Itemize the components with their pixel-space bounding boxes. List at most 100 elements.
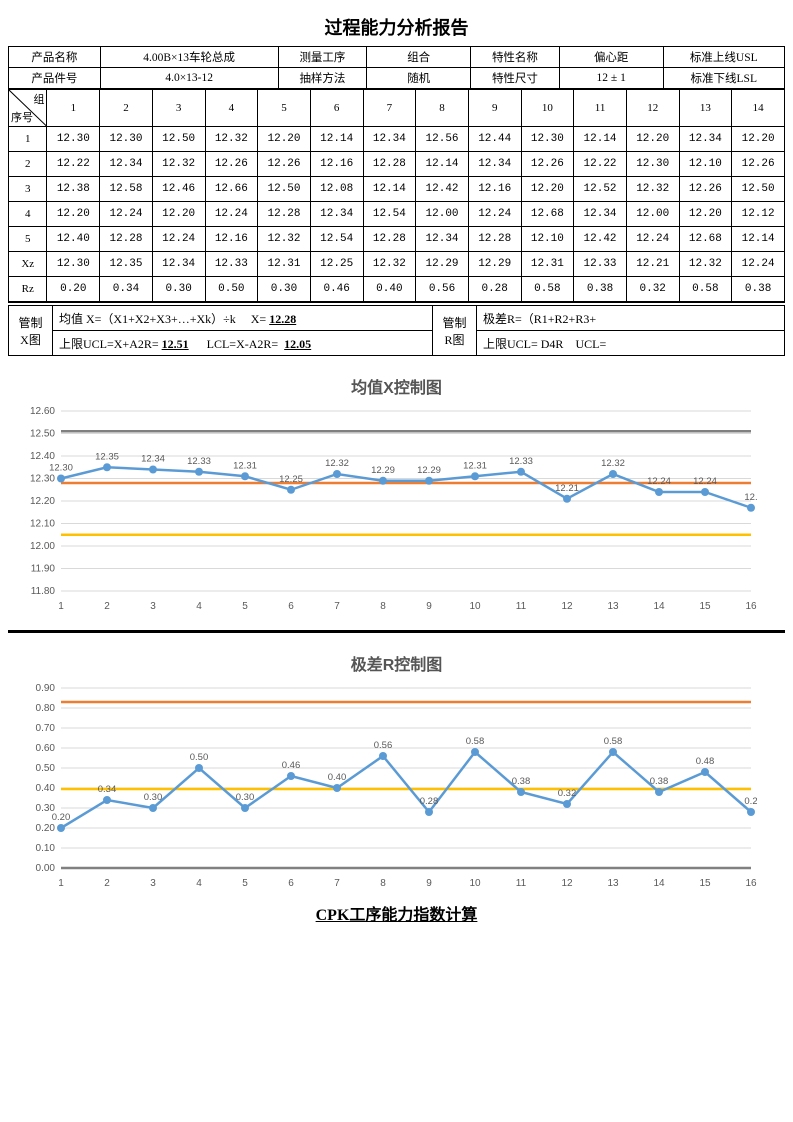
svg-text:0.58: 0.58 xyxy=(465,736,484,747)
data-cell: 12.30 xyxy=(47,127,100,152)
data-cell: 12.34 xyxy=(679,127,732,152)
row-label: 3 xyxy=(9,177,47,202)
data-cell: 12.26 xyxy=(732,152,785,177)
data-cell: 12.28 xyxy=(258,202,311,227)
col-h: 8 xyxy=(416,90,469,127)
svg-text:0.34: 0.34 xyxy=(97,784,116,795)
svg-text:0.50: 0.50 xyxy=(35,763,55,774)
hdr-product-code-val: 4.0×13-12 xyxy=(100,68,278,89)
svg-text:12.29: 12.29 xyxy=(417,465,441,476)
svg-text:2: 2 xyxy=(104,878,110,889)
data-cell: 12.34 xyxy=(363,127,416,152)
mean-formula-cell: 均值 X=（X1+X2+X3+…+Xk）÷k X= 12.28 xyxy=(53,304,433,331)
svg-text:9: 9 xyxy=(426,878,432,889)
svg-text:0.40: 0.40 xyxy=(35,783,55,794)
hdr-char-name-label: 特性名称 xyxy=(471,47,560,68)
ctrl-x-label: 管制 X图 xyxy=(9,304,53,356)
svg-text:12.25: 12.25 xyxy=(279,474,303,485)
svg-text:12.21: 12.21 xyxy=(555,483,579,494)
svg-text:0.80: 0.80 xyxy=(35,703,55,714)
r-ucl-label: 上限UCL= D4R xyxy=(483,337,563,351)
data-cell: 12.52 xyxy=(574,177,627,202)
svg-text:0.56: 0.56 xyxy=(373,740,392,751)
svg-text:12.60: 12.60 xyxy=(29,406,54,417)
col-h: 6 xyxy=(310,90,363,127)
data-cell: 0.56 xyxy=(416,277,469,302)
svg-text:12.31: 12.31 xyxy=(233,460,257,471)
hdr-product-name-val: 4.00B×13车轮总成 xyxy=(100,47,278,68)
mean-x-label: X= xyxy=(251,312,266,326)
r-ucl-eq: UCL= xyxy=(575,337,606,351)
r-ucl-cell: 上限UCL= D4R UCL= xyxy=(477,331,785,356)
data-cell: 12.34 xyxy=(152,252,205,277)
svg-text:12.30: 12.30 xyxy=(49,463,73,474)
svg-text:13: 13 xyxy=(607,878,619,889)
r-chart: 0.000.100.200.300.400.500.600.700.800.90… xyxy=(16,681,778,893)
data-cell: 12.34 xyxy=(310,202,363,227)
hdr-char-size-label: 特性尺寸 xyxy=(471,68,560,89)
data-cell: 12.32 xyxy=(679,252,732,277)
data-cell: 12.31 xyxy=(258,252,311,277)
svg-text:0.60: 0.60 xyxy=(35,743,55,754)
data-cell: 12.38 xyxy=(47,177,100,202)
lcl-label: LCL=X-A2R= xyxy=(207,337,279,351)
svg-text:0.20: 0.20 xyxy=(51,812,70,823)
svg-text:1: 1 xyxy=(58,878,64,889)
row-label: Xz xyxy=(9,252,47,277)
col-h: 12 xyxy=(626,90,679,127)
divider xyxy=(8,630,785,633)
svg-text:2: 2 xyxy=(104,601,110,612)
data-cell: 12.29 xyxy=(468,252,521,277)
row-label: 2 xyxy=(9,152,47,177)
data-table: 组 序号 1 2 3 4 5 6 7 8 9 10 11 12 13 14 11… xyxy=(8,89,785,302)
col-h: 9 xyxy=(468,90,521,127)
data-cell: 12.16 xyxy=(205,227,258,252)
svg-text:8: 8 xyxy=(380,878,386,889)
svg-text:7: 7 xyxy=(334,878,340,889)
r-chart-title: 极差R控制图 xyxy=(8,651,785,675)
svg-text:0.50: 0.50 xyxy=(189,752,208,763)
data-cell: 12.20 xyxy=(679,202,732,227)
svg-text:12.20: 12.20 xyxy=(29,496,54,507)
svg-text:8: 8 xyxy=(380,601,386,612)
col-h: 1 xyxy=(47,90,100,127)
svg-text:12: 12 xyxy=(561,878,573,889)
mean-formula: 均值 X=（X1+X2+X3+…+Xk）÷k xyxy=(59,312,236,326)
data-cell: 12.14 xyxy=(732,227,785,252)
ctrl-r-label: 管制 R图 xyxy=(433,304,477,356)
col-h: 10 xyxy=(521,90,574,127)
data-cell: 12.50 xyxy=(258,177,311,202)
data-cell: 12.44 xyxy=(468,127,521,152)
svg-text:12.29: 12.29 xyxy=(371,465,395,476)
header-table: 产品名称 4.00B×13车轮总成 测量工序 组合 特性名称 偏心距 标准上线U… xyxy=(8,46,785,89)
row-label: 4 xyxy=(9,202,47,227)
diag-bottom: 序号 xyxy=(11,109,33,125)
svg-text:0.46: 0.46 xyxy=(281,760,300,771)
data-cell: 12.24 xyxy=(626,227,679,252)
data-cell: 12.46 xyxy=(152,177,205,202)
data-cell: 12.25 xyxy=(310,252,363,277)
svg-text:3: 3 xyxy=(150,601,156,612)
data-cell: 12.24 xyxy=(732,252,785,277)
data-cell: 12.30 xyxy=(100,127,153,152)
col-h: 13 xyxy=(679,90,732,127)
svg-text:12.50: 12.50 xyxy=(29,429,54,440)
mean-x-val: 12.28 xyxy=(269,312,296,326)
svg-text:0.30: 0.30 xyxy=(143,792,162,803)
data-cell: 12.34 xyxy=(100,152,153,177)
data-cell: 12.32 xyxy=(363,252,416,277)
data-cell: 12.54 xyxy=(363,202,416,227)
svg-text:9: 9 xyxy=(426,601,432,612)
svg-text:11.90: 11.90 xyxy=(30,564,55,575)
col-h: 3 xyxy=(152,90,205,127)
data-cell: 12.20 xyxy=(732,127,785,152)
data-cell: 12.33 xyxy=(574,252,627,277)
data-cell: 12.20 xyxy=(258,127,311,152)
data-cell: 12.32 xyxy=(626,177,679,202)
ucl-lcl-cell: 上限UCL=X+A2R= 12.51 LCL=X-A2R= 12.05 xyxy=(53,331,433,356)
svg-text:0.00: 0.00 xyxy=(35,863,55,874)
ucl-val: 12.51 xyxy=(162,337,189,351)
data-cell: 12.42 xyxy=(416,177,469,202)
data-cell: 12.33 xyxy=(205,252,258,277)
data-cell: 12.34 xyxy=(416,227,469,252)
